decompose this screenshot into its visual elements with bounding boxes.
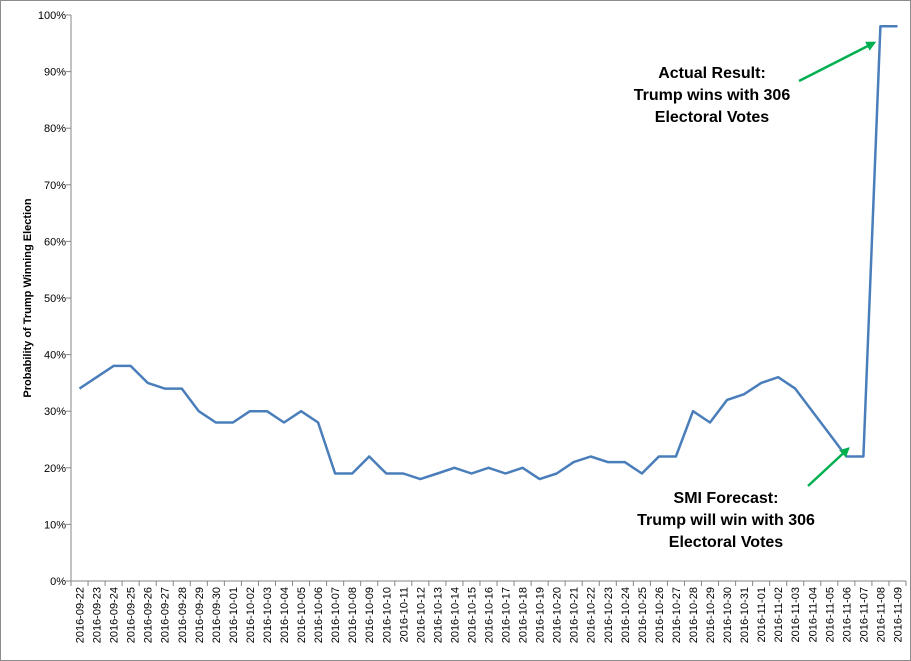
x-axis: 2016-09-22 2016-09-23 2016-09-24 2016-09-25… [70, 580, 907, 643]
annotation-arrow [798, 41, 877, 83]
x-tick-label: 2016-10-28 [688, 587, 700, 643]
x-tick-label: 2016-10-04 [279, 587, 291, 643]
x-tick-label: 2016-10-13 [432, 587, 444, 643]
x-tick-label: 2016-11-03 [790, 587, 802, 642]
y-axis: 0% 10% 20% 30% 40% 50% 60% 70% 80% 90% 100% [38, 10, 72, 588]
x-tick-label: 2016-10-25 [637, 587, 649, 643]
y-tick-label: 70% [44, 180, 66, 192]
x-tick-label: 2016-10-16 [484, 587, 496, 643]
x-tick-label: 2016-09-28 [177, 587, 189, 643]
x-tick-label: 2016-09-22 [75, 587, 87, 643]
x-tick-label: 2016-10-03 [262, 587, 274, 643]
x-tick-label: 2016-11-06 [841, 587, 853, 642]
y-tick-label: 10% [44, 519, 66, 531]
y-tick-label: 40% [44, 350, 66, 362]
x-tick-label: 2016-10-23 [603, 587, 615, 643]
x-tick-label: 2016-10-19 [535, 587, 547, 643]
x-tick-label: 2016-10-29 [705, 587, 717, 643]
x-tick-label: 2016-10-22 [586, 587, 598, 643]
y-tick-label: 0% [50, 576, 66, 588]
annotations: Actual Result: Trump wins with 306 Elector… [634, 41, 877, 551]
annotation-text: Electoral Votes [669, 534, 784, 551]
x-tick-label: 2016-09-30 [211, 587, 223, 643]
annotation-text: Electoral Votes [655, 109, 770, 126]
x-tick-label: 2016-10-07 [330, 587, 342, 643]
x-tick-label: 2016-09-26 [143, 587, 155, 643]
x-tick-label: 2016-09-24 [109, 587, 121, 643]
y-tick-label: 90% [44, 67, 66, 79]
y-tick-label: 60% [44, 236, 66, 248]
annotation-text: Trump wins with 306 [634, 87, 791, 104]
annotation-text: Actual Result: [658, 65, 766, 82]
x-tick-label: 2016-10-11 [398, 587, 410, 642]
y-tick-label: 20% [44, 463, 66, 475]
y-tick-label: 80% [44, 123, 66, 135]
x-tick-label: 2016-09-23 [92, 587, 104, 643]
x-tick-label: 2016-09-29 [194, 587, 206, 643]
x-tick-label: 2016-10-27 [671, 587, 683, 643]
x-tick-label: 2016-10-06 [313, 587, 325, 643]
x-tick-label: 2016-10-24 [620, 587, 632, 643]
x-tick-label: 2016-09-27 [160, 587, 172, 643]
x-tick-label: 2016-10-02 [245, 587, 257, 643]
x-tick-label: 2016-10-12 [415, 587, 427, 643]
y-tick-label: 30% [44, 406, 66, 418]
x-tick-label: 2016-10-18 [518, 587, 530, 643]
y-tick-label: 50% [44, 293, 66, 305]
x-tick-label: 2016-10-31 [739, 587, 751, 643]
x-tick-label: 2016-10-15 [466, 587, 478, 643]
x-tick-label: 2016-11-07 [858, 587, 870, 642]
annotation-arrow [807, 447, 850, 487]
series-line [78, 25, 898, 481]
x-tick-label: 2016-11-01 [756, 587, 768, 642]
y-axis-title: Probability of Trump Winning Election [22, 198, 34, 397]
x-tick-label: 2016-11-09 [892, 587, 904, 642]
x-tick-label: 2016-10-26 [654, 587, 666, 643]
x-tick-label: 2016-10-21 [569, 587, 581, 643]
x-tick-label: 2016-10-10 [381, 587, 393, 643]
x-tick-label: 2016-10-14 [449, 587, 461, 643]
x-tick-label: 2016-11-08 [875, 587, 887, 642]
x-tick-label: 2016-10-08 [347, 587, 359, 643]
x-tick-label: 2016-09-25 [126, 587, 138, 643]
x-tick-label: 2016-10-05 [296, 587, 308, 643]
x-tick-label: 2016-10-17 [501, 587, 513, 643]
x-tick-label: 2016-10-01 [228, 587, 240, 643]
x-tick-label: 2016-10-20 [552, 587, 564, 643]
y-tick-label: 100% [38, 10, 66, 22]
x-tick-label: 2016-10-30 [722, 587, 734, 643]
x-tick-label: 2016-11-02 [773, 587, 785, 642]
x-tick-label: 2016-11-05 [824, 587, 836, 642]
annotation-text: SMI Forecast: [674, 490, 779, 507]
x-tick-label: 2016-11-04 [807, 587, 819, 642]
annotation-text: Trump will win with 306 [637, 512, 815, 529]
x-tick-label: 2016-10-09 [364, 587, 376, 643]
